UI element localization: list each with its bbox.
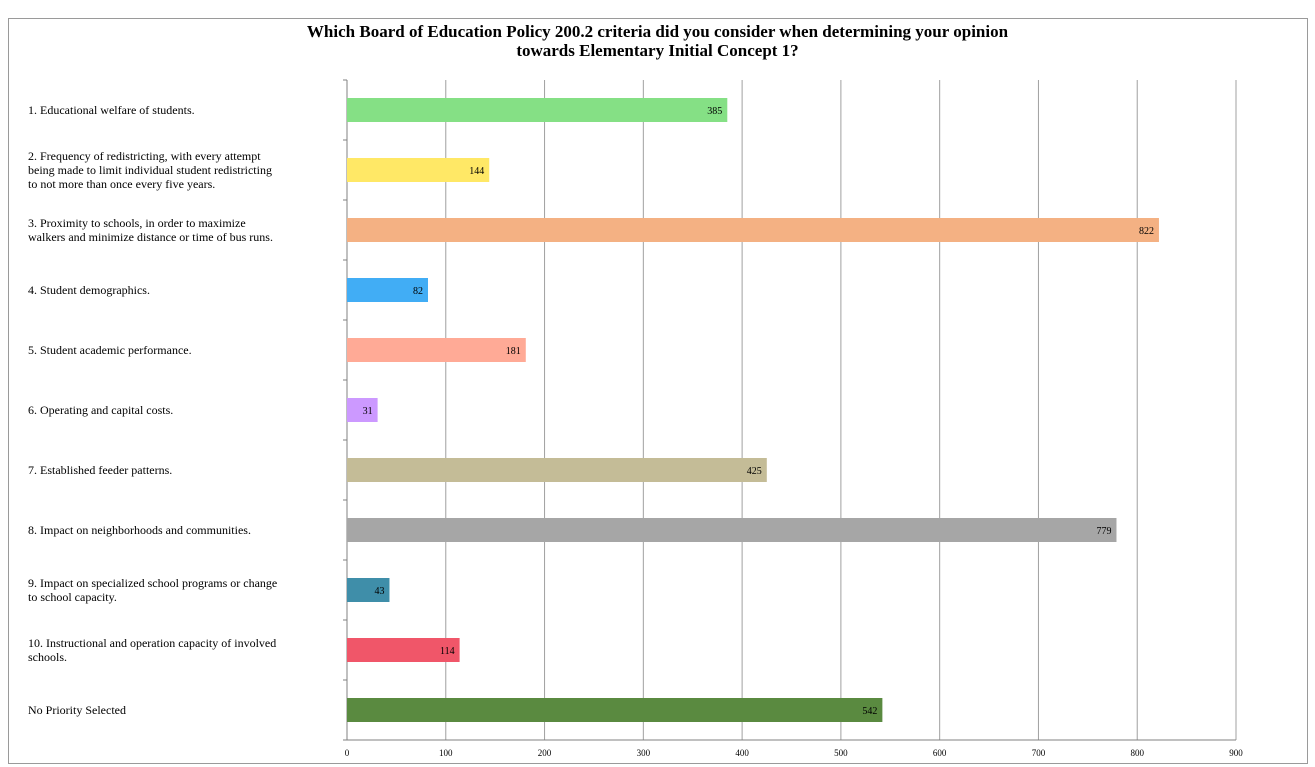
category-label-8: 8. Impact on neighborhoods and communiti… <box>28 523 251 537</box>
data-label-8: 779 <box>1096 526 1111 537</box>
category-label-1: 1. Educational welfare of students. <box>28 103 195 117</box>
category-label-10: schools. <box>28 650 67 664</box>
category-label-5: 5. Student academic performance. <box>28 343 192 357</box>
x-tick-label: 400 <box>735 748 749 758</box>
data-label-5: 181 <box>506 346 521 357</box>
data-label-7: 425 <box>747 466 762 477</box>
category-label-4: 4. Student demographics. <box>28 283 150 297</box>
x-tick-label: 500 <box>834 748 848 758</box>
chart-title-line-2: towards Elementary Initial Concept 1? <box>516 41 799 60</box>
x-tick-label: 900 <box>1229 748 1243 758</box>
chart-title: Which Board of Education Policy 200.2 cr… <box>0 22 1315 60</box>
x-tick-label: 700 <box>1032 748 1046 758</box>
category-label-9: 9. Impact on specialized school programs… <box>28 576 277 590</box>
bar-9 <box>347 578 390 602</box>
category-label-6: 6. Operating and capital costs. <box>28 403 173 417</box>
x-tick-label: 200 <box>538 748 552 758</box>
data-label-9: 43 <box>374 586 384 597</box>
data-label-2: 144 <box>469 166 484 177</box>
bar-4 <box>347 278 428 302</box>
x-tick-label: 800 <box>1130 748 1144 758</box>
category-label-11: No Priority Selected <box>28 703 126 717</box>
bar-7 <box>347 458 767 482</box>
x-tick-label: 0 <box>345 748 350 758</box>
category-label-2: to not more than once every five years. <box>28 177 215 191</box>
bar-1 <box>347 98 728 122</box>
category-label-3: walkers and minimize distance or time of… <box>28 230 273 244</box>
x-tick-label: 100 <box>439 748 453 758</box>
x-tick-label: 300 <box>637 748 651 758</box>
chart-frame <box>8 18 1308 764</box>
bar-8 <box>347 518 1117 542</box>
category-label-2: being made to limit individual student r… <box>28 163 272 177</box>
bar-5 <box>347 338 526 362</box>
category-label-3: 3. Proximity to schools, in order to max… <box>28 216 246 230</box>
bar-2 <box>347 158 490 182</box>
x-tick-label: 600 <box>933 748 947 758</box>
data-label-3: 822 <box>1139 226 1154 237</box>
data-label-6: 31 <box>363 406 373 417</box>
bar-11 <box>347 698 883 722</box>
data-label-4: 82 <box>413 286 423 297</box>
category-label-7: 7. Established feeder patterns. <box>28 463 172 477</box>
bar-10 <box>347 638 460 662</box>
category-label-9: to school capacity. <box>28 590 117 604</box>
category-label-2: 2. Frequency of redistricting, with ever… <box>28 149 261 163</box>
data-label-10: 114 <box>440 646 455 657</box>
data-label-1: 385 <box>707 106 722 117</box>
category-label-10: 10. Instructional and operation capacity… <box>28 636 276 650</box>
data-label-11: 542 <box>862 706 877 717</box>
bar-3 <box>347 218 1159 242</box>
chart-title-line-1: Which Board of Education Policy 200.2 cr… <box>306 22 1009 41</box>
bar-6 <box>347 398 378 422</box>
